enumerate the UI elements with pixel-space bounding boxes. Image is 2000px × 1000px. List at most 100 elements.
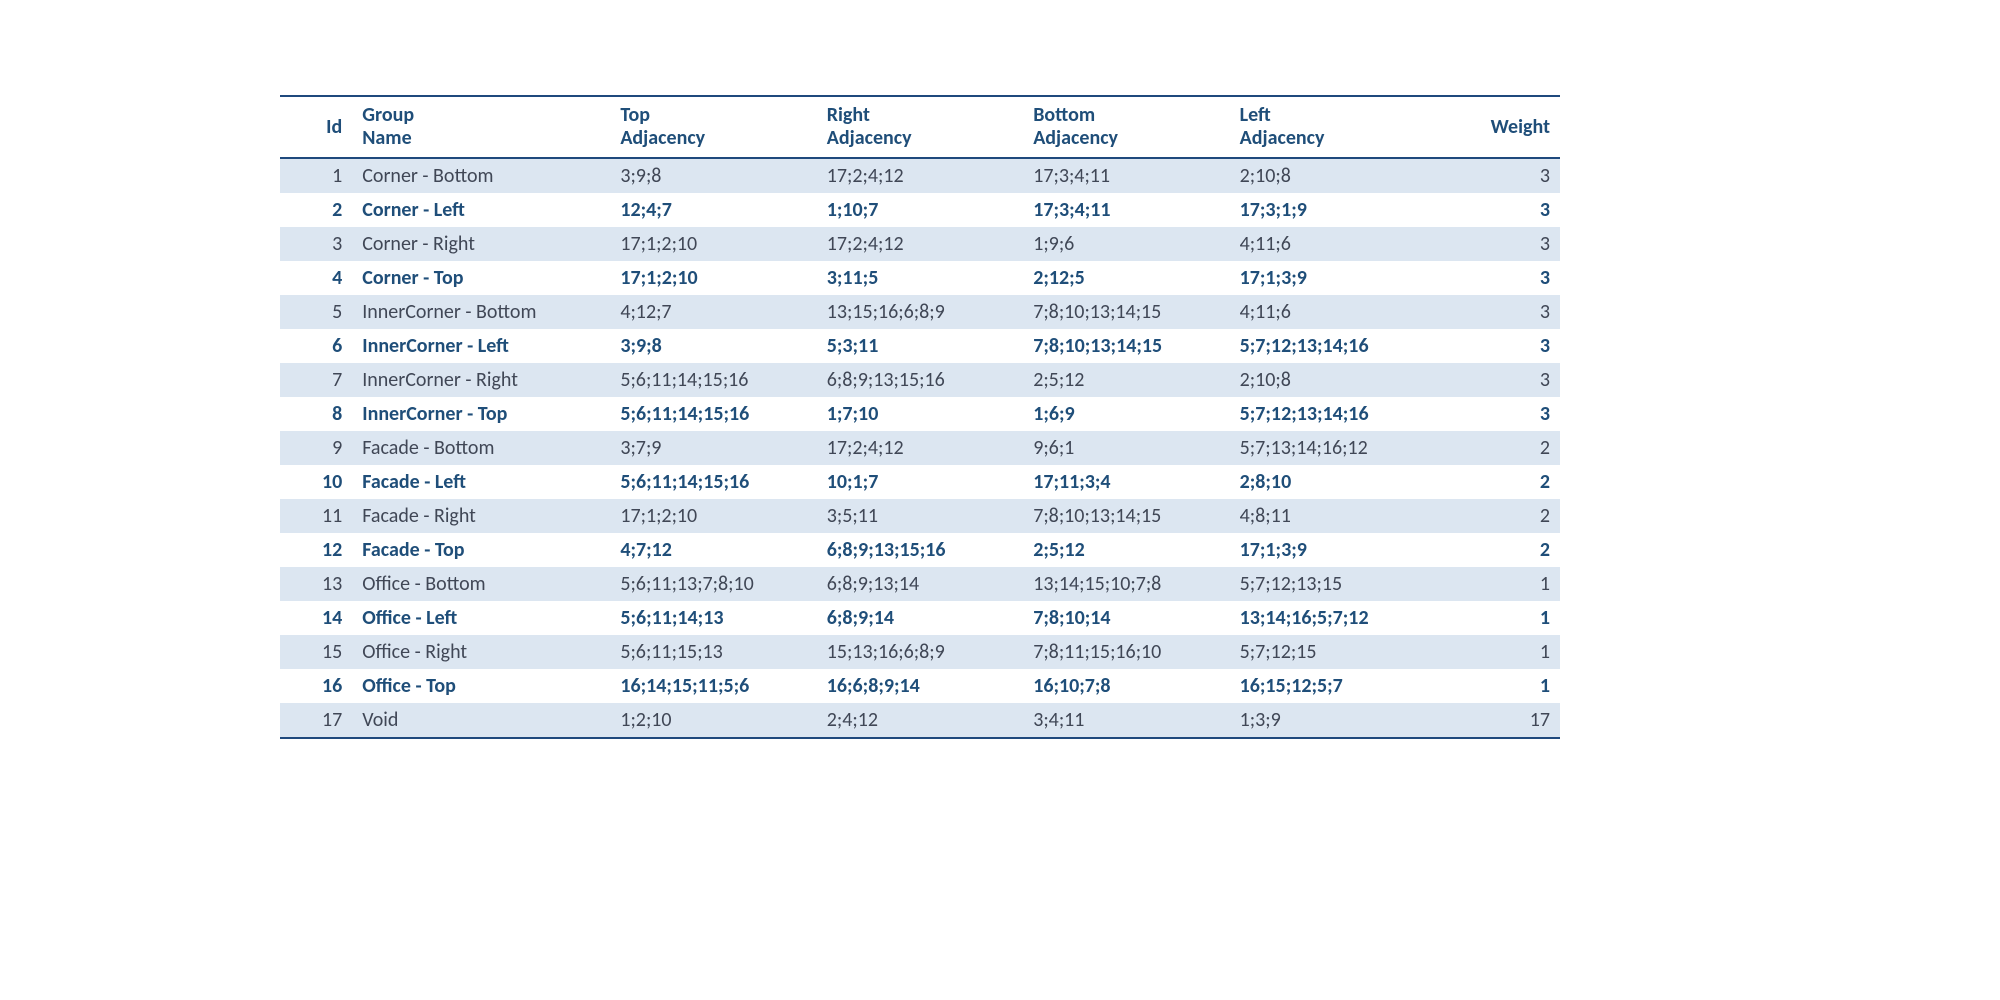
cell-id: 2 bbox=[280, 193, 352, 227]
cell-right: 1;10;7 bbox=[817, 193, 1023, 227]
cell-weight: 2 bbox=[1446, 533, 1560, 567]
cell-right: 16;6;8;9;14 bbox=[817, 669, 1023, 703]
table-row: 15Office - Right5;6;11;15;1315;13;16;6;8… bbox=[280, 635, 1560, 669]
cell-left: 5;7;12;13;14;16 bbox=[1230, 397, 1447, 431]
cell-left: 1;3;9 bbox=[1230, 703, 1447, 738]
cell-name: Office - Right bbox=[352, 635, 610, 669]
table-row: 2Corner - Left12;4;71;10;717;3;4;1117;3;… bbox=[280, 193, 1560, 227]
col-header-bottom-line2: Adjacency bbox=[1033, 127, 1219, 150]
col-header-top-line1: Top bbox=[620, 104, 806, 127]
table-row: 17Void1;2;102;4;123;4;111;3;917 bbox=[280, 703, 1560, 738]
cell-right: 6;8;9;14 bbox=[817, 601, 1023, 635]
cell-weight: 2 bbox=[1446, 499, 1560, 533]
cell-id: 9 bbox=[280, 431, 352, 465]
cell-name: InnerCorner - Left bbox=[352, 329, 610, 363]
cell-right: 17;2;4;12 bbox=[817, 158, 1023, 193]
cell-id: 10 bbox=[280, 465, 352, 499]
cell-left: 13;14;16;5;7;12 bbox=[1230, 601, 1447, 635]
cell-top: 12;4;7 bbox=[610, 193, 816, 227]
cell-name: Office - Top bbox=[352, 669, 610, 703]
col-header-id-line2: Id bbox=[290, 116, 342, 139]
col-header-right-line1: Right bbox=[827, 104, 1013, 127]
cell-name: InnerCorner - Bottom bbox=[352, 295, 610, 329]
cell-id: 5 bbox=[280, 295, 352, 329]
cell-bottom: 17;3;4;11 bbox=[1023, 158, 1229, 193]
cell-id: 4 bbox=[280, 261, 352, 295]
cell-right: 6;8;9;13;15;16 bbox=[817, 363, 1023, 397]
cell-name: Corner - Left bbox=[352, 193, 610, 227]
cell-weight: 3 bbox=[1446, 261, 1560, 295]
col-header-left: Left Adjacency bbox=[1230, 96, 1447, 158]
cell-top: 4;12;7 bbox=[610, 295, 816, 329]
col-header-right: Right Adjacency bbox=[817, 96, 1023, 158]
cell-name: Facade - Left bbox=[352, 465, 610, 499]
table-row: 10Facade - Left5;6;11;14;15;1610;1;717;1… bbox=[280, 465, 1560, 499]
cell-id: 6 bbox=[280, 329, 352, 363]
cell-top: 17;1;2;10 bbox=[610, 499, 816, 533]
table-row: 8InnerCorner - Top5;6;11;14;15;161;7;101… bbox=[280, 397, 1560, 431]
adjacency-table: Id Group Name Top Adjacency Right Adjace… bbox=[280, 95, 1560, 739]
cell-weight: 1 bbox=[1446, 635, 1560, 669]
col-header-bottom-line1: Bottom bbox=[1033, 104, 1219, 127]
cell-name: Corner - Right bbox=[352, 227, 610, 261]
cell-right: 3;11;5 bbox=[817, 261, 1023, 295]
cell-bottom: 1;9;6 bbox=[1023, 227, 1229, 261]
table-header-row: Id Group Name Top Adjacency Right Adjace… bbox=[280, 96, 1560, 158]
cell-weight: 3 bbox=[1446, 227, 1560, 261]
cell-bottom: 16;10;7;8 bbox=[1023, 669, 1229, 703]
cell-top: 17;1;2;10 bbox=[610, 227, 816, 261]
cell-left: 4;11;6 bbox=[1230, 295, 1447, 329]
cell-name: Corner - Top bbox=[352, 261, 610, 295]
cell-left: 17;3;1;9 bbox=[1230, 193, 1447, 227]
cell-top: 3;7;9 bbox=[610, 431, 816, 465]
cell-id: 1 bbox=[280, 158, 352, 193]
cell-weight: 3 bbox=[1446, 329, 1560, 363]
cell-right: 6;8;9;13;14 bbox=[817, 567, 1023, 601]
table-row: 7InnerCorner - Right5;6;11;14;15;166;8;9… bbox=[280, 363, 1560, 397]
cell-bottom: 7;8;10;13;14;15 bbox=[1023, 329, 1229, 363]
cell-top: 5;6;11;13;7;8;10 bbox=[610, 567, 816, 601]
col-header-right-line2: Adjacency bbox=[827, 127, 1013, 150]
adjacency-table-container: Id Group Name Top Adjacency Right Adjace… bbox=[280, 95, 1560, 739]
col-header-id: Id bbox=[280, 96, 352, 158]
col-header-weight-line2: Weight bbox=[1456, 116, 1550, 139]
cell-top: 3;9;8 bbox=[610, 329, 816, 363]
cell-right: 5;3;11 bbox=[817, 329, 1023, 363]
cell-right: 2;4;12 bbox=[817, 703, 1023, 738]
table-body: 1Corner - Bottom3;9;817;2;4;1217;3;4;112… bbox=[280, 158, 1560, 738]
cell-top: 5;6;11;14;15;16 bbox=[610, 465, 816, 499]
cell-id: 3 bbox=[280, 227, 352, 261]
cell-weight: 3 bbox=[1446, 158, 1560, 193]
cell-left: 5;7;12;13;15 bbox=[1230, 567, 1447, 601]
cell-bottom: 3;4;11 bbox=[1023, 703, 1229, 738]
cell-right: 17;2;4;12 bbox=[817, 227, 1023, 261]
cell-top: 3;9;8 bbox=[610, 158, 816, 193]
col-header-name: Group Name bbox=[352, 96, 610, 158]
cell-name: Corner - Bottom bbox=[352, 158, 610, 193]
cell-id: 8 bbox=[280, 397, 352, 431]
cell-right: 10;1;7 bbox=[817, 465, 1023, 499]
cell-id: 7 bbox=[280, 363, 352, 397]
cell-right: 6;8;9;13;15;16 bbox=[817, 533, 1023, 567]
table-row: 12Facade - Top4;7;126;8;9;13;15;162;5;12… bbox=[280, 533, 1560, 567]
cell-left: 17;1;3;9 bbox=[1230, 533, 1447, 567]
table-row: 14Office - Left5;6;11;14;136;8;9;147;8;1… bbox=[280, 601, 1560, 635]
cell-bottom: 7;8;10;13;14;15 bbox=[1023, 295, 1229, 329]
table-row: 11Facade - Right17;1;2;103;5;117;8;10;13… bbox=[280, 499, 1560, 533]
table-row: 16Office - Top16;14;15;11;5;616;6;8;9;14… bbox=[280, 669, 1560, 703]
cell-weight: 3 bbox=[1446, 295, 1560, 329]
cell-bottom: 1;6;9 bbox=[1023, 397, 1229, 431]
cell-top: 5;6;11;15;13 bbox=[610, 635, 816, 669]
cell-left: 5;7;13;14;16;12 bbox=[1230, 431, 1447, 465]
cell-name: Void bbox=[352, 703, 610, 738]
col-header-left-line1: Left bbox=[1240, 104, 1437, 127]
cell-name: Office - Left bbox=[352, 601, 610, 635]
cell-bottom: 17;3;4;11 bbox=[1023, 193, 1229, 227]
cell-bottom: 7;8;10;13;14;15 bbox=[1023, 499, 1229, 533]
cell-top: 5;6;11;14;15;16 bbox=[610, 397, 816, 431]
cell-bottom: 17;11;3;4 bbox=[1023, 465, 1229, 499]
cell-name: Facade - Bottom bbox=[352, 431, 610, 465]
col-header-name-line1: Group bbox=[362, 104, 600, 127]
cell-weight: 3 bbox=[1446, 397, 1560, 431]
col-header-name-line2: Name bbox=[362, 127, 600, 150]
